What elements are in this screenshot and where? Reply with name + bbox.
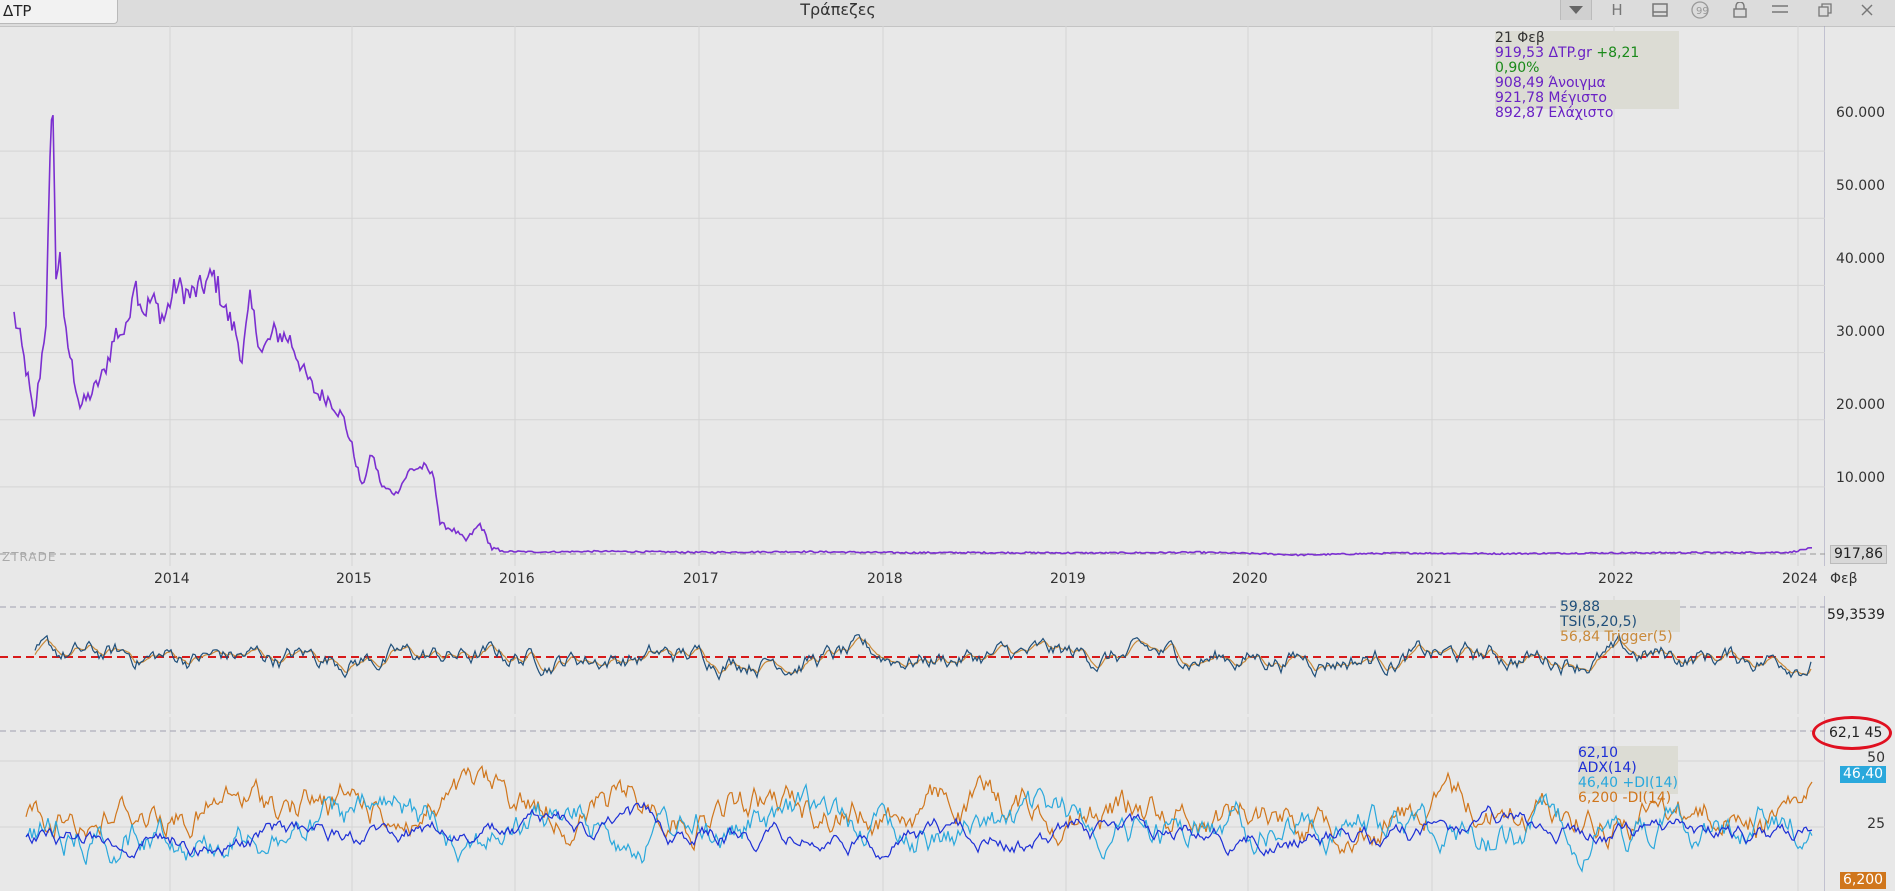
minus-di-badge: 6,200 [1840,872,1887,889]
info-high: 921,78 Μέγιστο [1495,90,1607,106]
restore-icon[interactable] [1810,0,1840,20]
price-axis-label: 30.000 [1836,324,1885,340]
info-symbol: ΔTP.gr [1548,45,1592,61]
price-axis-label: 20.000 [1836,397,1885,413]
adx-value: 62,10 ADX(14) [1578,745,1637,776]
dropdown-button[interactable] [1560,0,1592,20]
x-axis-label: 2014 [154,571,190,587]
x-axis-label: 2024 [1782,571,1818,587]
info-close-line: 919,53 ΔTP.gr +8,21 0,90% [1495,46,1679,76]
plus-di-badge: 46,40 [1840,766,1887,783]
window-title: Τράπεζες [800,0,876,19]
adx-chart[interactable] [0,717,1825,891]
info-close: 919,53 [1495,45,1544,61]
x-axis-label: 2019 [1050,571,1086,587]
price-axis-label: 60.000 [1836,105,1885,121]
tsi-value: 59,88 TSI(5,20,5) [1560,599,1638,630]
tsi-chart[interactable] [0,596,1825,714]
price-axis-label: 10.000 [1836,470,1885,486]
x-axis-label: 2018 [867,571,903,587]
info-change: +8,21 0,90% [1495,45,1640,76]
price-axis-label: 40.000 [1836,251,1885,267]
price-info-box: 21 Φεβ 919,53 ΔTP.gr +8,21 0,90% 908,49 … [1495,30,1679,121]
x-axis-label: 2022 [1598,571,1634,587]
chevron-down-icon [1569,6,1583,14]
tsi-info-box: 59,88 TSI(5,20,5) 56,84 Trigger(5) [1560,599,1680,645]
svg-text:99: 99 [1696,6,1709,17]
x-axis-end-label: Φεβ [1830,571,1858,587]
adx-line [25,801,1813,860]
title-bar: ΔΤΡ Τράπεζες H 99 [0,0,1895,27]
info-date: 21 Φεβ [1495,30,1545,46]
highlight-ellipse [1812,716,1892,750]
plus-di-line [25,782,1813,873]
price-line [13,114,1812,557]
info-open: 908,49 Άνοιγμα [1495,75,1606,91]
symbol-field[interactable]: ΔΤΡ [0,0,118,24]
minus-di-value: 6,200 -DI(14) [1578,790,1672,806]
price-chart[interactable] [0,26,1825,566]
price-axis-label: 50.000 [1836,178,1885,194]
x-axis-label: 2015 [336,571,372,587]
adx-axis-label: 50 [1867,750,1885,766]
panel-icon[interactable] [1645,0,1675,20]
menu-icon[interactable] [1765,0,1795,20]
x-axis-label: 2017 [683,571,719,587]
plus-di-value: 46,40 +DI(14) [1578,775,1678,791]
quote-icon[interactable]: 99 [1685,0,1715,20]
trigger-value: 56,84 Trigger(5) [1560,629,1673,645]
tsi-badge: 59,3539 [1824,607,1888,624]
minus-di-line [25,764,1813,855]
watermark: ZTRADE [2,550,57,564]
tsi-badge-value: 59,35 [1827,607,1868,623]
close-icon[interactable] [1852,0,1882,20]
tsi-badge-value-2: 39 [1867,607,1885,623]
current-price-badge: 917,86 [1830,545,1887,564]
tsi-line [34,632,1812,681]
h-button[interactable]: H [1611,1,1623,19]
adx-axis-label: 25 [1867,816,1885,832]
adx-info-box: 62,10 ADX(14) 46,40 +DI(14) 6,200 -DI(14… [1578,745,1678,806]
info-low: 892,87 Ελάχιστο [1495,105,1614,121]
x-axis-label: 2021 [1416,571,1452,587]
x-axis-label: 2016 [499,571,535,587]
x-axis-label: 2020 [1232,571,1268,587]
lock-icon[interactable] [1725,0,1755,20]
